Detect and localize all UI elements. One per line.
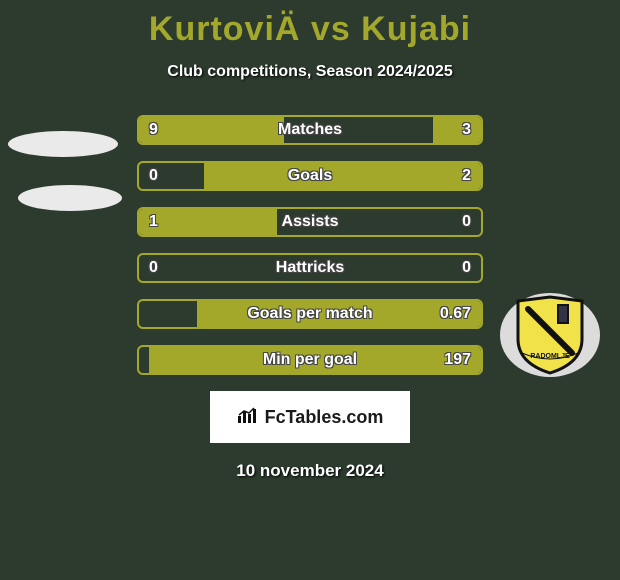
stat-row: 9 Matches 3 xyxy=(137,115,483,145)
footer-brand: FcTables.com xyxy=(210,391,410,443)
stat-label: Assists xyxy=(282,213,339,231)
stat-value-right: 3 xyxy=(462,121,471,139)
stat-row: Goals per match 0.67 xyxy=(137,299,483,329)
stat-label: Min per goal xyxy=(263,351,357,369)
left-ellipse-bottom xyxy=(18,185,122,211)
stat-label: Hattricks xyxy=(276,259,344,277)
page-title: KurtoviÄ vs Kujabi xyxy=(0,0,620,49)
stat-value-right: 0 xyxy=(462,213,471,231)
stat-value-right: 0 xyxy=(462,259,471,277)
stat-fill-right xyxy=(204,163,481,189)
stat-row: 1 Assists 0 xyxy=(137,207,483,237)
stat-fill-right xyxy=(433,117,481,143)
stat-value-left: 0 xyxy=(149,167,158,185)
date-text: 10 november 2024 xyxy=(0,461,620,481)
stat-value-right: 2 xyxy=(462,167,471,185)
stat-fill-left xyxy=(139,209,277,235)
stat-value-left: 1 xyxy=(149,213,158,231)
stat-value-right: 0.67 xyxy=(440,305,471,323)
stat-row: 0 Hattricks 0 xyxy=(137,253,483,283)
stat-label: Goals per match xyxy=(247,305,372,323)
left-ellipse-top xyxy=(8,131,118,157)
stat-row: Min per goal 197 xyxy=(137,345,483,375)
stat-label: Matches xyxy=(278,121,342,139)
subtitle: Club competitions, Season 2024/2025 xyxy=(0,63,620,81)
badge-shield-icon: RADOMLJE xyxy=(514,295,586,375)
stat-value-left: 9 xyxy=(149,121,158,139)
badge-text: RADOMLJE xyxy=(530,353,570,360)
stat-value-left: 0 xyxy=(149,259,158,277)
stat-fill-left xyxy=(139,117,284,143)
stat-row: 0 Goals 2 xyxy=(137,161,483,191)
stats-area: RADOMLJE 9 Matches 3 0 Goals 2 1 Assists 0 0 Hattr… xyxy=(0,115,620,375)
chart-icon xyxy=(237,406,259,429)
stat-label: Goals xyxy=(288,167,332,185)
team-badge: RADOMLJE xyxy=(500,293,600,377)
footer-brand-text: FcTables.com xyxy=(265,407,384,428)
stat-value-right: 197 xyxy=(444,351,471,369)
